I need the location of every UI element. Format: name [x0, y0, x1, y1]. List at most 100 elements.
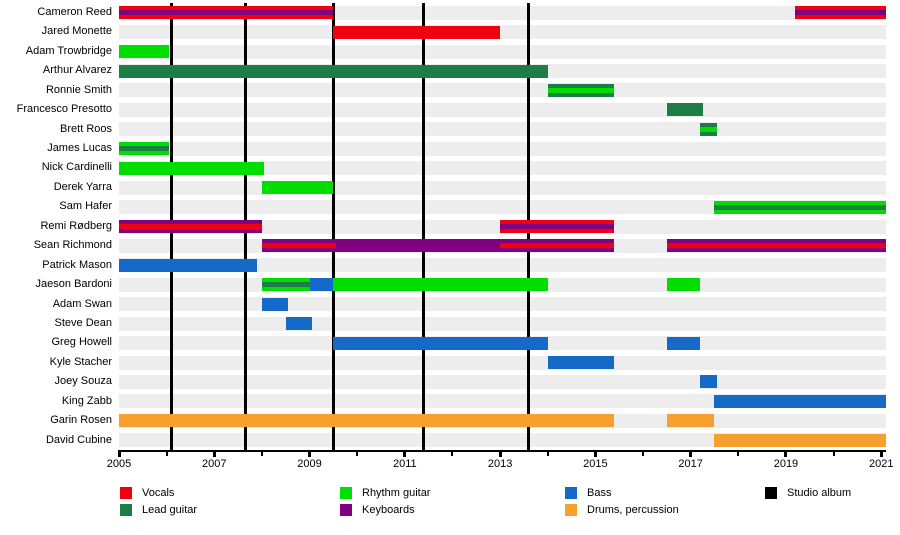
bar-stripe	[500, 224, 615, 229]
row-band	[119, 316, 886, 331]
bar-stripe	[500, 243, 615, 249]
axis-tick	[784, 450, 788, 457]
bar-stripe	[714, 204, 886, 210]
timeline-bar	[333, 336, 548, 350]
member-name: Arthur Alvarez	[42, 64, 112, 77]
axis-tick	[117, 450, 121, 457]
row-band	[119, 433, 886, 448]
bar-stripe	[261, 243, 336, 249]
member-name: Francesco Presotto	[16, 103, 112, 116]
member-name: David Cubine	[45, 433, 112, 446]
timeline-bar	[547, 83, 615, 97]
axis-tick-label: 2013	[487, 458, 513, 470]
timeline-bar	[547, 356, 615, 370]
album-legend-swatch	[765, 486, 777, 499]
member-name: Sean Richmond	[33, 239, 112, 252]
bar-stripe	[261, 282, 310, 288]
axis-tick-label: 2011	[393, 458, 417, 470]
row-band	[119, 394, 886, 409]
axis-tick	[642, 450, 645, 456]
member-name: Joey Souza	[54, 375, 112, 388]
x-axis-line	[119, 450, 886, 452]
timeline-bar	[309, 278, 334, 292]
row-band	[119, 83, 886, 98]
member-name: James Lucas	[47, 142, 112, 155]
axis-tick	[451, 450, 454, 456]
axis-tick	[498, 450, 502, 457]
axis-tick	[832, 450, 835, 456]
timeline-bar	[285, 317, 312, 331]
timeline-bar	[119, 142, 170, 156]
drums-legend-swatch	[565, 503, 577, 516]
bar-stripe	[119, 224, 262, 229]
studio-album-line	[331, 3, 335, 450]
axis-tick	[403, 450, 407, 457]
bass-legend-swatch	[565, 486, 577, 499]
axis-tick	[737, 450, 740, 456]
row-band	[119, 141, 886, 156]
plot-area	[119, 3, 886, 450]
timeline-bar	[261, 278, 310, 292]
axis-tick-label: 2019	[773, 458, 799, 470]
timeline-bar	[666, 103, 703, 117]
legend-column: Vocals Lead guitar	[120, 484, 197, 518]
row-band	[119, 200, 886, 215]
timeline-bar	[333, 278, 548, 292]
axis-tick	[593, 450, 597, 457]
legend-item: Vocals	[120, 484, 197, 501]
axis-tick	[689, 450, 693, 457]
row-band	[119, 122, 886, 137]
timeline-bar	[119, 414, 615, 428]
bar-stripe	[795, 10, 886, 16]
member-name: Ronnie Smith	[45, 83, 112, 96]
timeline-bar	[335, 239, 501, 253]
row-band	[119, 374, 886, 389]
member-name: Nick Cardinelli	[41, 161, 112, 174]
member-name: Cameron Reed	[37, 6, 112, 18]
member-name: Adam Trowbridge	[25, 44, 112, 57]
rhythm-legend-swatch	[340, 486, 352, 499]
member-name: Jaeson Bardoni	[35, 278, 112, 291]
row-band	[119, 355, 886, 370]
timeline-bar	[666, 278, 701, 292]
timeline-bar	[261, 239, 336, 253]
timeline-bar	[666, 239, 886, 253]
legend-column: Rhythm guitar Keyboards	[340, 484, 430, 518]
bar-stripe	[119, 10, 334, 16]
timeline-bar	[700, 375, 717, 389]
timeline-bar	[261, 181, 334, 195]
timeline-bar	[119, 6, 334, 20]
member-name: Sam Hafer	[59, 200, 112, 213]
member-name: King Zabb	[61, 394, 112, 407]
member-name: Remi Rødberg	[40, 219, 112, 232]
axis-tick	[356, 450, 359, 456]
keyboards-legend-swatch	[340, 503, 352, 516]
legend-label: Bass	[587, 486, 612, 499]
bar-stripe	[119, 146, 170, 152]
studio-album-line	[422, 3, 426, 450]
bar-stripe	[666, 243, 886, 249]
row-band	[119, 102, 886, 117]
timeline-bar	[500, 239, 615, 253]
timeline-bar	[119, 64, 548, 78]
axis-tick	[546, 450, 549, 456]
vocals-legend-swatch	[120, 486, 132, 499]
legend-column: Bass Drums, percussion	[565, 484, 679, 518]
legend-column: Studio album	[765, 484, 851, 501]
legend-label: Studio album	[787, 486, 852, 499]
axis-tick-label: 2005	[106, 458, 132, 470]
member-name: Steve Dean	[54, 316, 112, 329]
axis-tick-label: 2015	[583, 458, 608, 470]
timeline-bar	[795, 6, 886, 20]
timeline-bar	[333, 25, 501, 39]
legend: Vocals Lead guitar Rhythm guitar Keyboards B…	[0, 484, 900, 528]
legend-item: Rhythm guitar	[340, 484, 430, 501]
member-name: Patrick Mason	[42, 258, 112, 271]
axis-tick	[308, 450, 312, 457]
axis-tick-label: 2017	[678, 458, 703, 470]
member-name: Garin Rosen	[50, 414, 112, 427]
legend-item: Keyboards	[340, 501, 430, 518]
bar-stripe	[700, 126, 717, 132]
member-name: Brett Roos	[60, 122, 112, 135]
